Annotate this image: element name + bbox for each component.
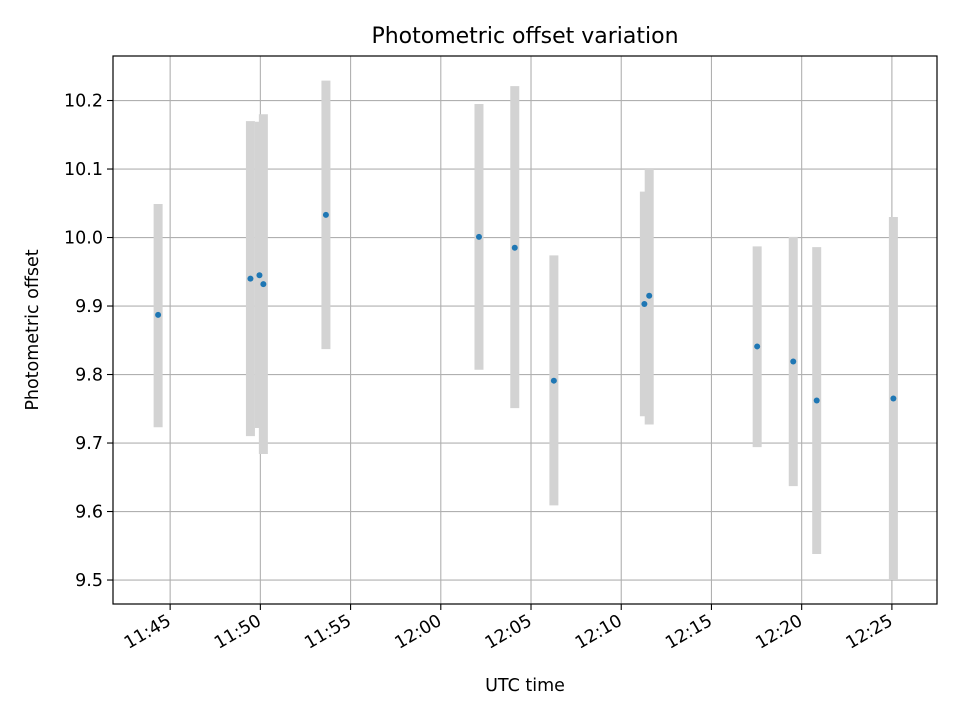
grid — [113, 56, 937, 604]
y-axis-label: Photometric offset — [23, 249, 43, 410]
data-point — [813, 397, 820, 404]
y-tick-label: 10.0 — [64, 229, 103, 249]
y-axis-ticks: 9.5 9.6 9.7 9.8 9.9 10.0 10.1 10.2 — [64, 92, 113, 591]
data-point — [511, 244, 518, 251]
data-point — [641, 300, 648, 307]
data-point — [260, 281, 267, 288]
data-point — [475, 233, 482, 240]
y-tick-label: 10.1 — [64, 160, 103, 180]
data-point — [550, 377, 557, 384]
data-points — [155, 211, 897, 404]
data-point — [322, 211, 329, 218]
plot-frame — [112, 55, 938, 605]
y-tick-label: 9.5 — [75, 571, 103, 591]
data-point — [256, 272, 263, 279]
data-point — [247, 275, 254, 282]
data-point — [646, 292, 653, 299]
data-point — [790, 358, 797, 365]
y-tick-label: 9.7 — [75, 434, 103, 454]
data-point — [155, 311, 162, 318]
y-tick-label: 10.2 — [64, 92, 103, 112]
data-point — [890, 395, 897, 402]
y-tick-label: 9.9 — [75, 297, 103, 317]
x-axis-label: UTC time — [485, 676, 565, 696]
y-tick-label: 9.8 — [75, 366, 103, 386]
chart-title: Photometric offset variation — [371, 24, 678, 49]
data-point — [754, 343, 761, 350]
y-tick-label: 9.6 — [75, 503, 103, 523]
